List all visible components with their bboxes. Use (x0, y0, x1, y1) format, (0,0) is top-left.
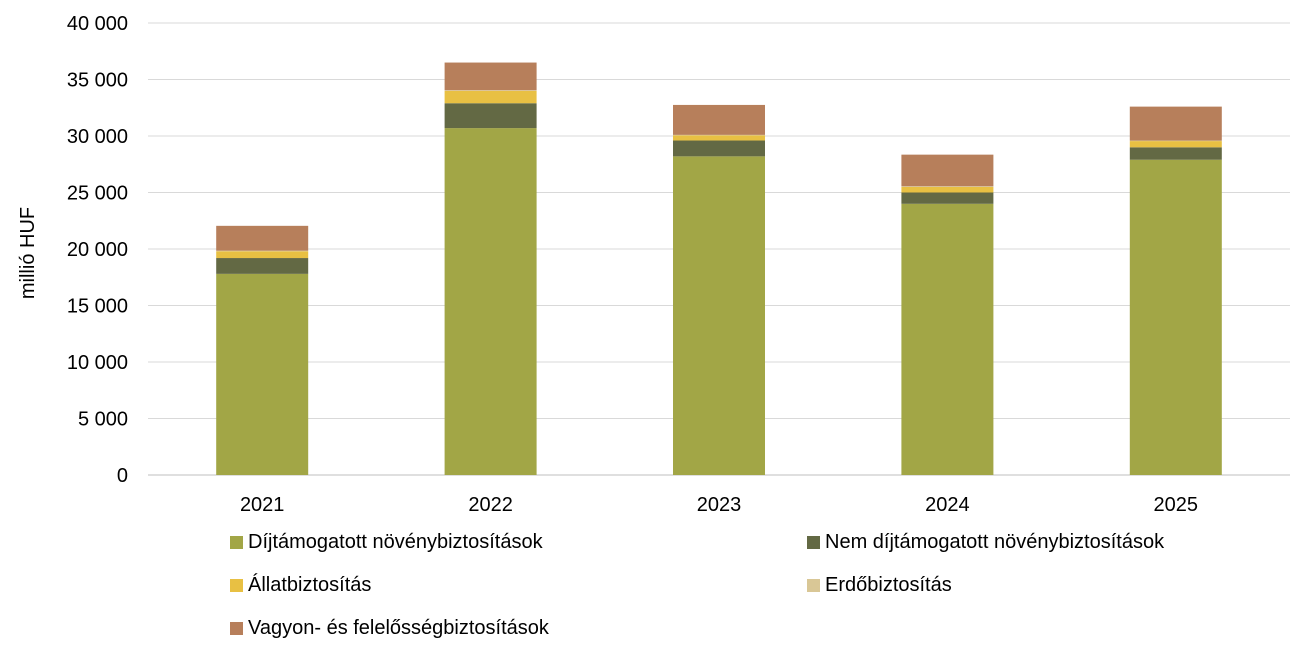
x-tick-label: 2022 (468, 494, 513, 516)
bar-segment (216, 273, 309, 475)
bar-segment (444, 103, 537, 129)
bar-segment (1129, 140, 1222, 142)
y-tick-label: 40 000 (67, 13, 128, 35)
y-axis-label: millió HUF (17, 207, 39, 299)
bar-segment (673, 104, 765, 135)
x-tick-label: 2021 (240, 494, 285, 516)
bar-segment (673, 135, 765, 141)
bar-segment (444, 90, 537, 104)
bar-segment (444, 62, 537, 91)
bar-segment (444, 90, 537, 91)
y-tick-label: 30 000 (67, 126, 128, 148)
bar-segment (216, 251, 309, 259)
x-axis-tick-labels: 2021 2022 2023 2024 2025 (240, 494, 1198, 516)
y-axis-tick-labels: 0 5 000 10 000 15 000 20 000 25 000 30 000 35 0… (67, 13, 128, 487)
bar-segment (673, 140, 765, 157)
y-tick-label: 10 000 (67, 352, 128, 374)
bar-segment (901, 192, 994, 204)
bar-segment (901, 203, 994, 476)
x-tick-label: 2025 (1154, 494, 1199, 516)
bar-segment (901, 186, 994, 193)
bar-stacks (216, 62, 1222, 476)
y-tick-label: 20 000 (67, 239, 128, 261)
bar-segment (1129, 106, 1222, 141)
bar-segment (1129, 141, 1222, 148)
bar-segment (216, 258, 309, 274)
y-tick-label: 0 (117, 465, 128, 487)
y-tick-label: 25 000 (67, 183, 128, 205)
y-tick-label: 5 000 (78, 409, 128, 431)
bar-segment (1129, 159, 1222, 476)
bar-segment (673, 134, 765, 136)
bar-segment (901, 154, 994, 187)
bar-segment (901, 186, 994, 187)
y-tick-label: 15 000 (67, 296, 128, 318)
bar-segment (673, 156, 765, 475)
bar-segment (216, 225, 309, 251)
x-tick-label: 2023 (697, 494, 742, 516)
y-tick-label: 35 000 (67, 70, 128, 92)
bar-segment (444, 128, 537, 475)
bar-segment (216, 250, 309, 252)
x-tick-label: 2024 (925, 494, 970, 516)
bar-segment (1129, 147, 1222, 160)
